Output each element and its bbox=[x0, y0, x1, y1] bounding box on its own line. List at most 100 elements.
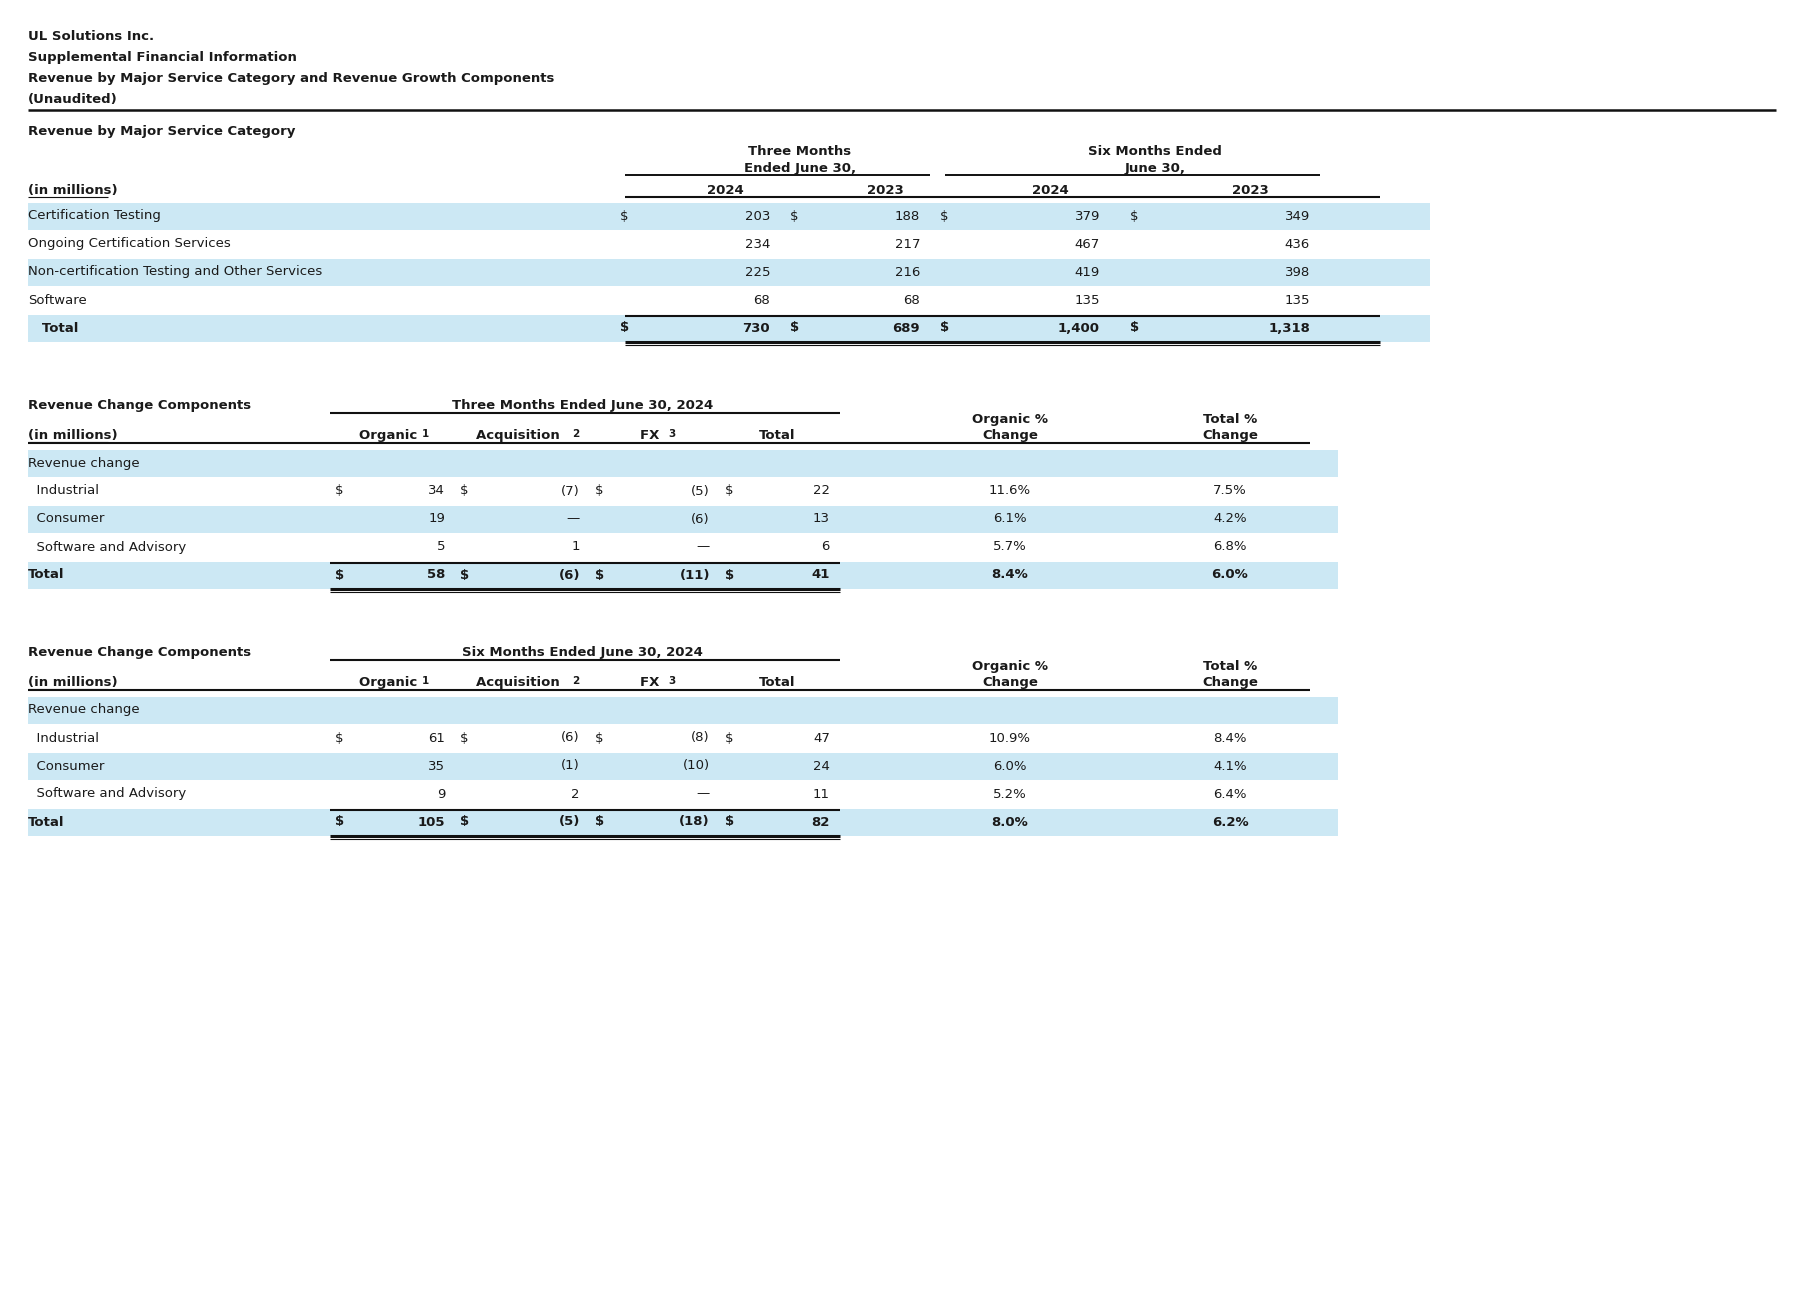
Text: 2: 2 bbox=[572, 676, 579, 686]
Text: 1: 1 bbox=[422, 676, 429, 686]
Text: Three Months Ended June 30, 2024: Three Months Ended June 30, 2024 bbox=[451, 399, 713, 412]
Text: Total: Total bbox=[29, 815, 65, 828]
Text: Supplemental Financial Information: Supplemental Financial Information bbox=[29, 51, 298, 64]
Text: Revenue by Major Service Category and Revenue Growth Components: Revenue by Major Service Category and Re… bbox=[29, 72, 554, 84]
Text: 1: 1 bbox=[572, 541, 581, 554]
Text: (18): (18) bbox=[680, 815, 711, 828]
Text: Industrial: Industrial bbox=[29, 732, 99, 745]
Text: Industrial: Industrial bbox=[29, 485, 99, 498]
Text: $: $ bbox=[595, 568, 604, 581]
Bar bbox=[29, 203, 1431, 230]
Text: (5): (5) bbox=[691, 485, 711, 498]
Text: Revenue change: Revenue change bbox=[29, 456, 139, 469]
Text: (10): (10) bbox=[684, 759, 711, 772]
Text: $: $ bbox=[595, 815, 604, 828]
Text: Change: Change bbox=[981, 429, 1037, 442]
Text: 3: 3 bbox=[669, 429, 676, 439]
Text: Organic: Organic bbox=[359, 429, 422, 442]
Text: (5): (5) bbox=[559, 815, 581, 828]
Text: $: $ bbox=[460, 815, 469, 828]
Text: 188: 188 bbox=[895, 209, 920, 222]
Text: Consumer: Consumer bbox=[29, 512, 105, 525]
Text: 7.5%: 7.5% bbox=[1212, 485, 1247, 498]
Text: Ongoing Certification Services: Ongoing Certification Services bbox=[29, 238, 231, 251]
Text: (6): (6) bbox=[559, 568, 581, 581]
Text: 6.4%: 6.4% bbox=[1214, 788, 1247, 801]
Text: Total: Total bbox=[29, 568, 65, 581]
Text: Six Months Ended: Six Months Ended bbox=[1088, 146, 1221, 159]
Text: 2: 2 bbox=[572, 788, 581, 801]
Text: (Unaudited): (Unaudited) bbox=[29, 94, 117, 107]
Text: 2: 2 bbox=[572, 429, 579, 439]
Text: 10.9%: 10.9% bbox=[989, 732, 1032, 745]
Text: $: $ bbox=[621, 321, 630, 334]
Text: 68: 68 bbox=[904, 294, 920, 307]
Text: (6): (6) bbox=[691, 512, 711, 525]
Text: $: $ bbox=[725, 485, 734, 498]
Text: 2024: 2024 bbox=[707, 185, 743, 198]
Text: 4.2%: 4.2% bbox=[1212, 512, 1247, 525]
Text: Certification Testing: Certification Testing bbox=[29, 209, 161, 222]
Text: 8.0%: 8.0% bbox=[992, 815, 1028, 828]
Text: $: $ bbox=[940, 209, 949, 222]
Text: 41: 41 bbox=[812, 568, 830, 581]
Text: 2023: 2023 bbox=[866, 185, 904, 198]
Text: 58: 58 bbox=[426, 568, 446, 581]
Text: Ended June 30,: Ended June 30, bbox=[743, 162, 857, 176]
Text: 349: 349 bbox=[1284, 209, 1310, 222]
Text: 22: 22 bbox=[814, 485, 830, 498]
Text: 203: 203 bbox=[745, 209, 770, 222]
Text: 730: 730 bbox=[743, 321, 770, 334]
Text: $: $ bbox=[790, 321, 799, 334]
Text: 47: 47 bbox=[814, 732, 830, 745]
Text: Total %: Total % bbox=[1203, 660, 1257, 673]
Text: 61: 61 bbox=[428, 732, 446, 745]
Text: 6.8%: 6.8% bbox=[1214, 541, 1247, 554]
Text: $: $ bbox=[595, 485, 604, 498]
Text: 2024: 2024 bbox=[1032, 185, 1068, 198]
Text: (7): (7) bbox=[561, 485, 581, 498]
Text: Acquisition: Acquisition bbox=[476, 676, 565, 689]
Text: $: $ bbox=[460, 485, 469, 498]
Text: 35: 35 bbox=[428, 759, 446, 772]
Text: 1,318: 1,318 bbox=[1268, 321, 1310, 334]
Text: 34: 34 bbox=[428, 485, 446, 498]
Text: 135: 135 bbox=[1284, 294, 1310, 307]
Text: (6): (6) bbox=[561, 732, 581, 745]
Bar bbox=[29, 809, 1339, 836]
Bar bbox=[29, 506, 1339, 533]
Text: $: $ bbox=[336, 815, 345, 828]
Text: 11.6%: 11.6% bbox=[989, 485, 1032, 498]
Text: 105: 105 bbox=[417, 815, 446, 828]
Text: 379: 379 bbox=[1075, 209, 1100, 222]
Text: Revenue Change Components: Revenue Change Components bbox=[29, 399, 251, 412]
Text: Three Months: Three Months bbox=[749, 146, 851, 159]
Text: Organic %: Organic % bbox=[972, 660, 1048, 673]
Text: 82: 82 bbox=[812, 815, 830, 828]
Text: $: $ bbox=[336, 568, 345, 581]
Text: 5.7%: 5.7% bbox=[994, 541, 1026, 554]
Text: 19: 19 bbox=[428, 512, 446, 525]
Text: Non-certification Testing and Other Services: Non-certification Testing and Other Serv… bbox=[29, 265, 323, 278]
Text: Organic %: Organic % bbox=[972, 413, 1048, 426]
Text: $: $ bbox=[460, 732, 469, 745]
Text: FX: FX bbox=[640, 676, 664, 689]
Text: 1,400: 1,400 bbox=[1057, 321, 1100, 334]
Text: 135: 135 bbox=[1075, 294, 1100, 307]
Text: 8.4%: 8.4% bbox=[992, 568, 1028, 581]
Text: $: $ bbox=[1129, 321, 1138, 334]
Text: 9: 9 bbox=[437, 788, 446, 801]
Bar bbox=[29, 259, 1431, 286]
Text: Change: Change bbox=[981, 676, 1037, 689]
Text: Revenue by Major Service Category: Revenue by Major Service Category bbox=[29, 125, 296, 138]
Bar bbox=[29, 753, 1339, 780]
Text: —: — bbox=[566, 512, 581, 525]
Text: 467: 467 bbox=[1075, 238, 1100, 251]
Text: 216: 216 bbox=[895, 265, 920, 278]
Text: 6: 6 bbox=[821, 541, 830, 554]
Text: Six Months Ended June 30, 2024: Six Months Ended June 30, 2024 bbox=[462, 646, 704, 659]
Text: $: $ bbox=[621, 209, 628, 222]
Text: 1: 1 bbox=[422, 429, 429, 439]
Text: Software: Software bbox=[29, 294, 87, 307]
Text: Consumer: Consumer bbox=[29, 759, 105, 772]
